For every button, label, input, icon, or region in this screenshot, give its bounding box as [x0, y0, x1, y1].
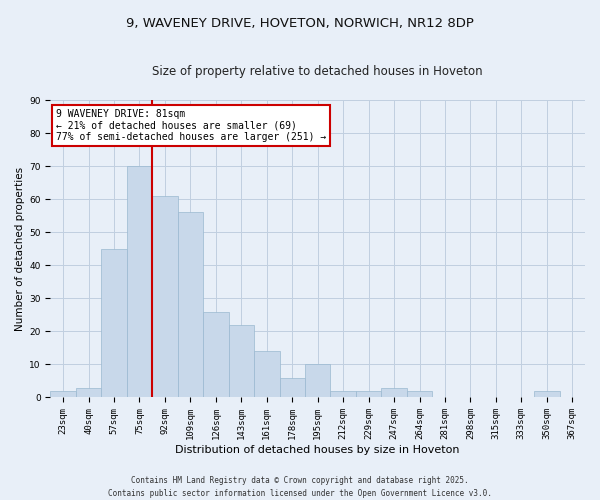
Bar: [229, 325, 254, 398]
Bar: [101, 248, 127, 398]
Bar: [534, 391, 560, 398]
Bar: [254, 351, 280, 398]
Text: 9, WAVENEY DRIVE, HOVETON, NORWICH, NR12 8DP: 9, WAVENEY DRIVE, HOVETON, NORWICH, NR12…: [126, 18, 474, 30]
Title: Size of property relative to detached houses in Hoveton: Size of property relative to detached ho…: [152, 65, 483, 78]
Bar: [76, 388, 101, 398]
Bar: [127, 166, 152, 398]
Text: 9 WAVENEY DRIVE: 81sqm
← 21% of detached houses are smaller (69)
77% of semi-det: 9 WAVENEY DRIVE: 81sqm ← 21% of detached…: [56, 109, 326, 142]
Bar: [178, 212, 203, 398]
Bar: [407, 391, 432, 398]
Bar: [280, 378, 305, 398]
Bar: [305, 364, 331, 398]
Bar: [382, 388, 407, 398]
Bar: [203, 312, 229, 398]
X-axis label: Distribution of detached houses by size in Hoveton: Distribution of detached houses by size …: [175, 445, 460, 455]
Y-axis label: Number of detached properties: Number of detached properties: [15, 166, 25, 331]
Bar: [50, 391, 76, 398]
Text: Contains HM Land Registry data © Crown copyright and database right 2025.
Contai: Contains HM Land Registry data © Crown c…: [108, 476, 492, 498]
Bar: [356, 391, 382, 398]
Bar: [331, 391, 356, 398]
Bar: [152, 196, 178, 398]
